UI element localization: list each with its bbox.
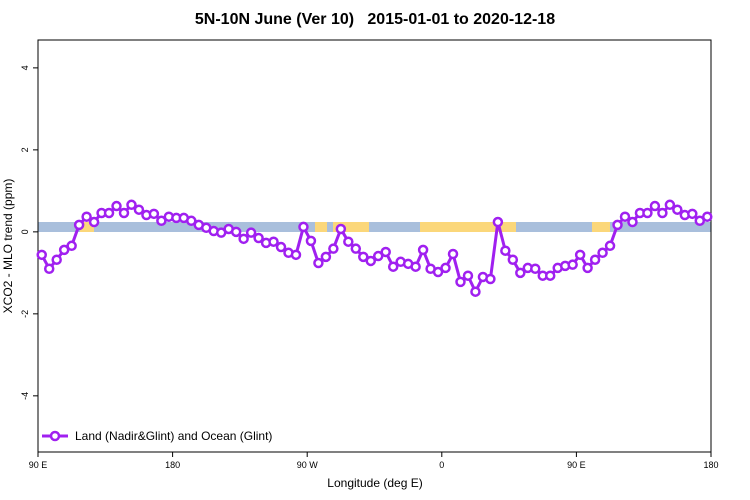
point bbox=[111, 200, 122, 212]
point bbox=[66, 240, 77, 252]
point bbox=[462, 270, 474, 281]
point bbox=[582, 262, 593, 274]
point bbox=[51, 254, 62, 265]
point bbox=[597, 247, 608, 259]
point bbox=[305, 235, 317, 247]
point bbox=[694, 215, 706, 227]
point bbox=[88, 216, 100, 228]
point bbox=[380, 246, 391, 258]
point bbox=[186, 215, 197, 227]
point bbox=[485, 273, 496, 285]
point bbox=[350, 243, 362, 254]
point bbox=[43, 263, 55, 275]
point bbox=[440, 262, 451, 274]
point bbox=[657, 207, 668, 219]
point bbox=[238, 233, 249, 245]
point bbox=[328, 243, 339, 254]
point bbox=[672, 204, 683, 215]
point bbox=[612, 219, 623, 231]
point bbox=[81, 211, 92, 222]
y-tick-label: 2 bbox=[20, 147, 30, 152]
point bbox=[619, 211, 631, 222]
point bbox=[133, 204, 145, 215]
point bbox=[365, 255, 377, 267]
point bbox=[126, 199, 137, 211]
plot-frame bbox=[37, 39, 712, 453]
point bbox=[500, 245, 511, 256]
point bbox=[455, 276, 466, 288]
point bbox=[544, 270, 556, 281]
point bbox=[245, 227, 257, 238]
chart-title: 5N-10N June (Ver 10) 2015-01-01 to 2020-… bbox=[195, 11, 555, 28]
point bbox=[492, 216, 504, 228]
y-axis-label: XCO2 - MLO trend (ppm) bbox=[1, 179, 15, 314]
x-tick-label: 90 E bbox=[29, 460, 48, 470]
point bbox=[574, 249, 586, 261]
point bbox=[148, 208, 160, 220]
legend-label: Land (Nadir&Glint) and Ocean (Glint) bbox=[75, 429, 272, 443]
point bbox=[358, 251, 369, 263]
point bbox=[313, 257, 324, 269]
point bbox=[447, 248, 459, 260]
point bbox=[320, 251, 332, 263]
point bbox=[230, 226, 242, 238]
point bbox=[687, 208, 698, 220]
point bbox=[507, 254, 519, 265]
point bbox=[335, 223, 347, 235]
point bbox=[515, 267, 526, 279]
point bbox=[268, 236, 279, 247]
point bbox=[604, 240, 616, 252]
point bbox=[589, 254, 601, 265]
point bbox=[417, 244, 429, 256]
point bbox=[702, 211, 713, 222]
y-tick-label: 4 bbox=[20, 65, 30, 70]
point bbox=[103, 207, 115, 219]
x-tick-label: 90 E bbox=[567, 460, 586, 470]
x-tick-label: 90 W bbox=[297, 460, 319, 470]
x-tick-label: 180 bbox=[165, 460, 180, 470]
point bbox=[372, 250, 384, 262]
point bbox=[343, 236, 354, 247]
x-tick-label: 0 bbox=[439, 460, 444, 470]
y-tick-label: -4 bbox=[20, 392, 30, 400]
point bbox=[156, 215, 167, 227]
point bbox=[649, 200, 661, 212]
point bbox=[410, 261, 421, 272]
point bbox=[253, 232, 264, 244]
point bbox=[290, 249, 302, 261]
point bbox=[387, 261, 399, 272]
point bbox=[642, 207, 653, 219]
point bbox=[432, 266, 444, 278]
point bbox=[298, 221, 309, 233]
point bbox=[470, 286, 481, 297]
point bbox=[73, 219, 85, 231]
y-tick-label: -2 bbox=[20, 310, 30, 318]
point bbox=[118, 207, 130, 219]
x-tick-label: 180 bbox=[703, 460, 718, 470]
land-ocean-strip bbox=[38, 222, 711, 232]
point bbox=[36, 249, 47, 261]
legend-marker bbox=[49, 430, 61, 442]
point bbox=[58, 244, 70, 256]
point bbox=[567, 259, 578, 270]
point bbox=[664, 199, 676, 211]
x-axis-label: Longitude (deg E) bbox=[327, 476, 422, 490]
point bbox=[627, 216, 638, 228]
point bbox=[530, 263, 541, 275]
y-tick-label: 0 bbox=[20, 229, 30, 234]
point bbox=[275, 241, 287, 253]
